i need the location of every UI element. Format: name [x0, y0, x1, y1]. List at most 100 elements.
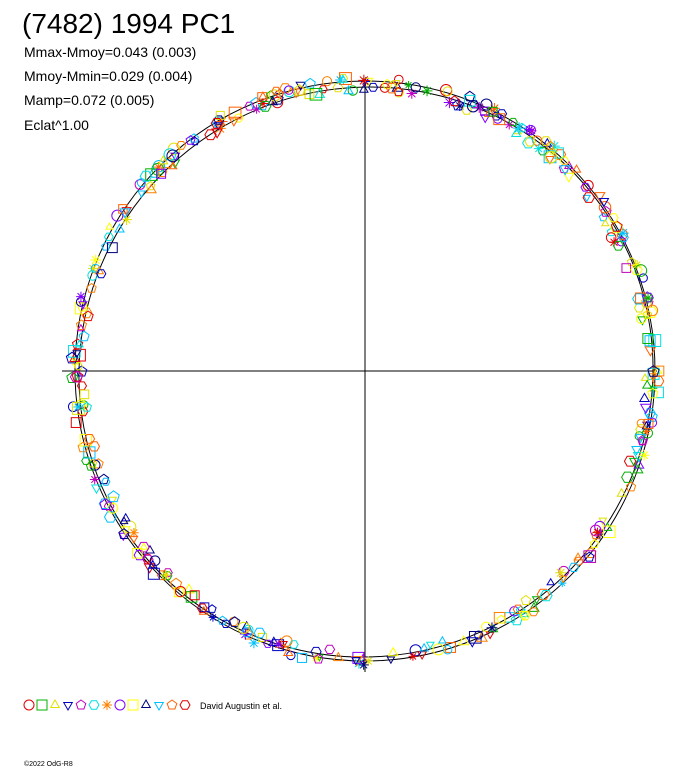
symbol: [641, 379, 653, 389]
symbol: [71, 338, 84, 350]
symbol: [642, 427, 651, 436]
symbol: [98, 473, 110, 485]
symbol: [393, 74, 404, 85]
symbol: [382, 78, 393, 89]
symbol: [508, 117, 518, 127]
symbol: [137, 541, 150, 553]
symbol: [75, 699, 87, 710]
symbol: [582, 194, 592, 203]
symbol: [280, 635, 293, 647]
symbol: [149, 555, 161, 567]
symbol: [513, 122, 526, 135]
symbol: [386, 656, 396, 665]
symbol: [239, 628, 252, 640]
symbol: [510, 127, 522, 137]
symbol: [391, 81, 404, 92]
symbol: [387, 646, 399, 657]
symbol: [296, 652, 308, 663]
symbol: [324, 644, 336, 654]
symbol: [544, 151, 558, 164]
symbol: [145, 180, 156, 191]
symbol: [647, 364, 660, 377]
symbol: [516, 122, 527, 133]
symbol: [23, 699, 35, 711]
symbol: [628, 457, 640, 467]
symbol: [278, 641, 288, 650]
symbol: [408, 652, 418, 661]
symbol: [358, 74, 370, 87]
copyright: ©2022 OdG-R8: [24, 760, 73, 768]
symbol: [99, 498, 112, 510]
symbol: [524, 124, 535, 135]
symbol: [79, 389, 90, 400]
symbol: [73, 362, 84, 371]
symbol: [101, 241, 111, 251]
symbol: [217, 615, 228, 625]
symbol: [638, 449, 650, 461]
symbol: [520, 594, 532, 605]
symbol: [163, 148, 177, 161]
symbol: [358, 83, 369, 93]
symbol: [153, 161, 164, 173]
symbol: [489, 102, 500, 114]
symbol: [160, 569, 172, 581]
symbol: [646, 304, 659, 317]
symbol: [637, 436, 647, 445]
symbol: [531, 596, 542, 605]
symbol: [437, 635, 447, 644]
symbol: [443, 96, 456, 109]
symbol: [568, 562, 580, 572]
stat-line: Mmax-Mmoy=0.043 (0.003): [24, 44, 196, 60]
symbol: [466, 637, 479, 648]
symbol: [105, 222, 114, 230]
symbol: [107, 502, 119, 514]
symbol: [49, 698, 61, 708]
symbol: [638, 392, 651, 402]
symbol: [452, 98, 465, 111]
symbol: [647, 417, 658, 428]
symbol: [525, 124, 536, 136]
symbol: [643, 418, 654, 429]
symbol: [119, 208, 131, 219]
symbol: [168, 161, 178, 170]
symbol: [343, 84, 354, 95]
symbol: [612, 240, 625, 251]
symbol: [71, 370, 84, 382]
symbol: [156, 168, 167, 179]
symbol: [544, 156, 555, 165]
symbol: [409, 644, 422, 657]
symbol: [652, 386, 664, 399]
symbol: [147, 559, 158, 569]
symbol: [473, 102, 485, 113]
symbol: [632, 293, 646, 305]
symbol: [632, 463, 644, 474]
symbol: [145, 183, 157, 194]
symbol: [637, 316, 648, 326]
legend-symbols: [23, 698, 191, 712]
symbol: [81, 401, 92, 412]
symbol: [96, 269, 107, 279]
symbol: [493, 113, 506, 126]
symbol: [573, 552, 583, 561]
symbol: [616, 487, 627, 497]
symbol: [442, 86, 453, 97]
symbol: [189, 590, 200, 601]
symbol: [284, 85, 294, 95]
symbol: [475, 631, 488, 642]
symbol: [609, 237, 620, 248]
symbol: [90, 484, 103, 495]
symbol: [410, 82, 421, 93]
symbol: [432, 643, 445, 656]
symbol: [199, 602, 210, 613]
symbol: [72, 350, 82, 359]
symbol: [589, 524, 602, 537]
symbol: [625, 481, 637, 492]
symbol: [634, 433, 647, 444]
symbol: [139, 170, 153, 182]
symbol: [640, 373, 650, 381]
symbol: [528, 601, 540, 612]
symbol: [652, 375, 665, 387]
symbol: [88, 441, 101, 452]
symbol: [540, 136, 552, 147]
symbol: [106, 242, 118, 254]
